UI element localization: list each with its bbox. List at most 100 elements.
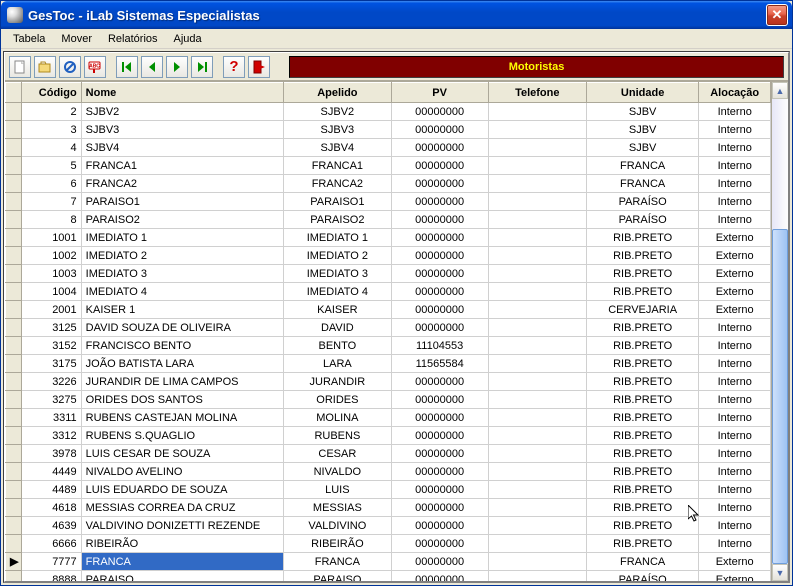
cell-apelido[interactable]: IMEDIATO 3 [284,265,391,283]
cell-apelido[interactable]: JURANDIR [284,373,391,391]
cell-aloc[interactable]: Interno [699,499,771,517]
cell-aloc[interactable]: Interno [699,319,771,337]
cell-unidade[interactable]: SJBV [586,103,699,121]
cell-codigo[interactable]: 3312 [22,427,81,445]
nav-first-button[interactable] [116,56,138,78]
cell-tel[interactable] [488,553,586,571]
cell-pv[interactable]: 00000000 [391,139,488,157]
cell-unidade[interactable]: RIB.PRETO [586,481,699,499]
cell-unidade[interactable]: RIB.PRETO [586,373,699,391]
cell-tel[interactable] [488,193,586,211]
cell-tel[interactable] [488,247,586,265]
cell-pv[interactable]: 00000000 [391,427,488,445]
cell-tel[interactable] [488,427,586,445]
cell-apelido[interactable]: LUIS [284,481,391,499]
cell-codigo[interactable]: 7777 [22,553,81,571]
cell-unidade[interactable]: RIB.PRETO [586,337,699,355]
cell-pv[interactable]: 00000000 [391,157,488,175]
table-row[interactable]: 4SJBV4SJBV400000000SJBVInterno [6,139,771,157]
cell-unidade[interactable]: RIB.PRETO [586,499,699,517]
cell-apelido[interactable]: RUBENS [284,427,391,445]
cell-unidade[interactable]: RIB.PRETO [586,229,699,247]
cell-tel[interactable] [488,283,586,301]
cell-tel[interactable] [488,445,586,463]
table-row[interactable]: 1002IMEDIATO 2IMEDIATO 200000000RIB.PRET… [6,247,771,265]
cell-nome[interactable]: JOÃO BATISTA LARA [81,355,284,373]
menu-relatórios[interactable]: Relatórios [100,31,166,47]
table-row[interactable]: 2001KAISER 1KAISER00000000CERVEJARIAExte… [6,301,771,319]
table-row[interactable]: 3312RUBENS S.QUAGLIORUBENS00000000RIB.PR… [6,427,771,445]
cell-nome[interactable]: NIVALDO AVELINO [81,463,284,481]
cell-pv[interactable]: 00000000 [391,373,488,391]
cell-tel[interactable] [488,265,586,283]
cell-apelido[interactable]: FRANCA2 [284,175,391,193]
vertical-scrollbar[interactable]: ▲ ▼ [771,82,788,581]
cell-unidade[interactable]: SJBV [586,139,699,157]
table-row[interactable]: 3226JURANDIR DE LIMA CAMPOSJURANDIR00000… [6,373,771,391]
new-doc-button[interactable] [9,56,31,78]
cell-tel[interactable] [488,301,586,319]
col-header-unidade[interactable]: Unidade [586,83,699,103]
table-row[interactable]: 6FRANCA2FRANCA200000000FRANCAInterno [6,175,771,193]
cell-aloc[interactable]: Externo [699,553,771,571]
cell-codigo[interactable]: 4489 [22,481,81,499]
cell-codigo[interactable]: 1004 [22,283,81,301]
nav-next-button[interactable] [166,56,188,78]
cell-aloc[interactable]: Interno [699,373,771,391]
cell-unidade[interactable]: RIB.PRETO [586,247,699,265]
cell-nome[interactable]: IMEDIATO 2 [81,247,284,265]
cell-nome[interactable]: PARAISO1 [81,193,284,211]
table-row[interactable]: 1003IMEDIATO 3IMEDIATO 300000000RIB.PRET… [6,265,771,283]
cell-pv[interactable]: 00000000 [391,193,488,211]
cell-nome[interactable]: RIBEIRÃO [81,535,284,553]
cell-tel[interactable] [488,319,586,337]
cell-apelido[interactable]: PARAISO2 [284,211,391,229]
cell-aloc[interactable]: Externo [699,283,771,301]
cell-apelido[interactable]: RIBEIRÃO [284,535,391,553]
cell-aloc[interactable]: Interno [699,211,771,229]
cell-pv[interactable]: 00000000 [391,463,488,481]
cell-tel[interactable] [488,499,586,517]
cell-tel[interactable] [488,409,586,427]
table-row[interactable]: 2SJBV2SJBV200000000SJBVInterno [6,103,771,121]
cell-pv[interactable]: 00000000 [391,553,488,571]
cell-unidade[interactable]: RIB.PRETO [586,427,699,445]
cell-codigo[interactable]: 7 [22,193,81,211]
cell-pv[interactable]: 00000000 [391,391,488,409]
cell-nome[interactable]: PARAISO [81,571,284,582]
cell-unidade[interactable]: RIB.PRETO [586,409,699,427]
scroll-track[interactable] [772,99,788,564]
cell-unidade[interactable]: FRANCA [586,157,699,175]
search-button[interactable]: ABC [84,56,106,78]
table-row[interactable]: 3175JOÃO BATISTA LARALARA11565584RIB.PRE… [6,355,771,373]
cell-apelido[interactable]: SJBV4 [284,139,391,157]
cell-tel[interactable] [488,211,586,229]
cell-codigo[interactable]: 3175 [22,355,81,373]
cell-nome[interactable]: JURANDIR DE LIMA CAMPOS [81,373,284,391]
close-button[interactable]: ✕ [766,4,788,26]
cell-codigo[interactable]: 1002 [22,247,81,265]
cell-apelido[interactable]: SJBV2 [284,103,391,121]
cell-apelido[interactable]: LARA [284,355,391,373]
cell-unidade[interactable]: FRANCA [586,553,699,571]
cell-tel[interactable] [488,535,586,553]
cell-tel[interactable] [488,175,586,193]
cell-tel[interactable] [488,517,586,535]
cell-codigo[interactable]: 2 [22,103,81,121]
table-row[interactable]: 3311RUBENS CASTEJAN MOLINAMOLINA00000000… [6,409,771,427]
cell-tel[interactable] [488,391,586,409]
cell-apelido[interactable]: MOLINA [284,409,391,427]
table-row[interactable]: 4618MESSIAS CORREA DA CRUZMESSIAS0000000… [6,499,771,517]
cell-unidade[interactable]: SJBV [586,121,699,139]
col-header-codigo[interactable]: Código [22,83,81,103]
cell-pv[interactable]: 00000000 [391,211,488,229]
cell-codigo[interactable]: 4449 [22,463,81,481]
cell-aloc[interactable]: Interno [699,157,771,175]
cell-aloc[interactable]: Externo [699,247,771,265]
table-row[interactable]: 1001IMEDIATO 1IMEDIATO 100000000RIB.PRET… [6,229,771,247]
cell-codigo[interactable]: 3311 [22,409,81,427]
table-row[interactable]: 4489LUIS EDUARDO DE SOUZALUIS00000000RIB… [6,481,771,499]
cell-tel[interactable] [488,229,586,247]
cell-tel[interactable] [488,481,586,499]
table-row[interactable]: ▶7777FRANCAFRANCA00000000FRANCAExterno [6,553,771,571]
